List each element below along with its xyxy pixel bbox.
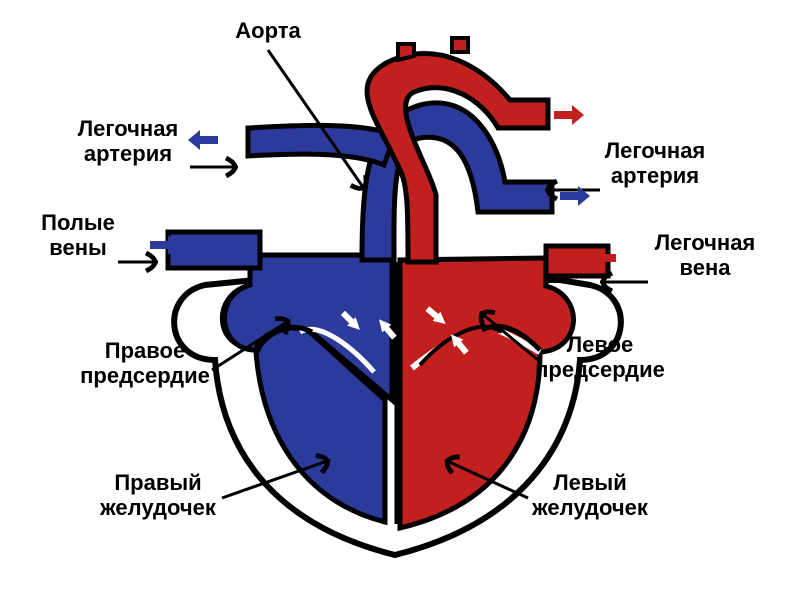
label-vena-cava: Полые вены — [0, 210, 178, 261]
label-pulm-artery-right: Легочная артерия — [555, 138, 755, 189]
label-pulm-vein: Легочная вена — [605, 230, 800, 281]
label-pulm-artery-left: Легочная артерия — [28, 116, 228, 167]
label-left-ventricle: Левый желудочек — [490, 470, 690, 521]
label-right-ventricle: Правый желудочек — [58, 470, 258, 521]
label-aorta: Аорта — [168, 18, 368, 43]
label-right-atrium: Правое предсердие — [45, 338, 245, 389]
label-left-atrium: Левое предсердие — [500, 332, 700, 383]
